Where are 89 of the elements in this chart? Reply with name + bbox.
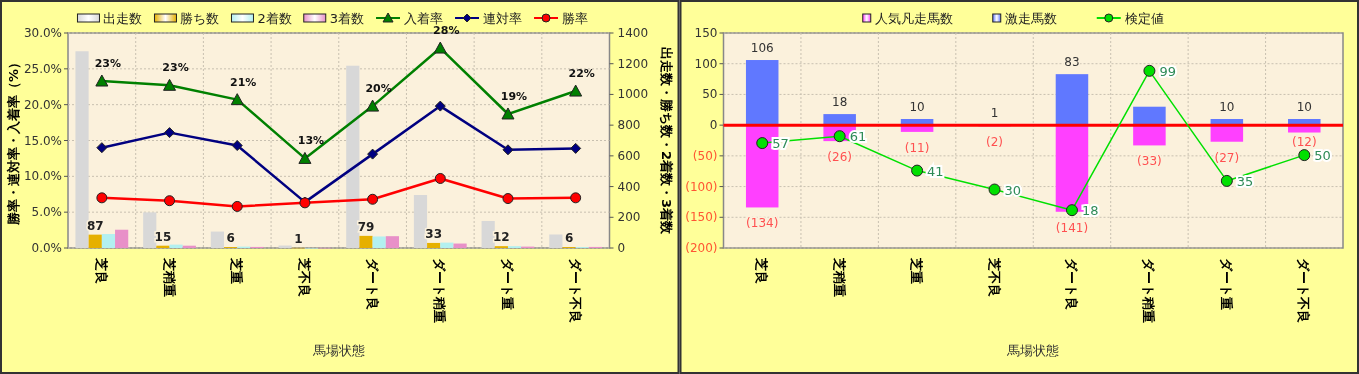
x-axis-title: 馬場状態 [1006,343,1060,358]
data-label: 79 [357,219,375,234]
data-label: 23% [94,57,122,71]
data-label: 10 [909,100,925,114]
y-tick-label: 100 [694,56,718,71]
data-label: 1 [294,231,303,246]
data-label: 15 [154,229,172,244]
y2-tick-label: 0 [617,241,626,255]
x-tick-label: 芝不良 [296,257,312,297]
data-label: 87 [86,218,104,233]
data-label: 35 [1236,173,1254,189]
data-label: 83 [1064,55,1080,70]
y-tick-label: (150) [685,210,718,225]
y-tick-label: 10.0% [23,169,62,184]
y-axis-title: 勝率・連対率・入着率（%） [6,55,21,227]
y2-tick-label: 200 [617,210,641,225]
data-label: 10 [1296,100,1312,114]
data-label: 33 [425,226,443,241]
x-tick-label: 芝不良 [986,257,1002,297]
data-label: 18 [1081,203,1099,219]
y2-tick-label: 1000 [617,87,649,102]
y-tick-label: 50 [702,87,718,102]
y-tick-label: 20.0% [23,97,62,112]
y-tick-label: 15.0% [23,133,62,148]
data-label: 30 [1004,182,1022,198]
legend-label: 勝率 [562,11,589,26]
y2-tick-label: 400 [617,179,641,194]
data-label: 22% [568,67,595,81]
x-tick-label: 芝稍重 [831,257,847,297]
y2-axis-title: 出走数・勝ち数・2着数・3着数 [658,46,674,236]
y2-tick-label: 800 [617,118,641,133]
x-tick-label: ダート稍重 [1141,258,1157,323]
data-label: 106 [750,41,774,56]
y-tick-label: (100) [685,179,718,194]
x-tick-label: ダート稍重 [432,258,448,323]
data-label: 21% [230,75,257,89]
data-label: 50 [1314,148,1331,164]
x-tick-label: 芝良 [93,257,109,284]
y2-tick-label: 1400 [617,26,649,40]
data-label: (134) [746,216,779,231]
x-tick-label: 芝稍重 [161,257,177,297]
y-tick-label: 30.0% [23,26,62,40]
legend-label: 3着数 [329,11,365,26]
legend-label: 勝ち数 [180,11,220,26]
y-tick-label: (50) [692,148,718,163]
legend-label: 検定値 [1124,11,1164,26]
x-tick-label: 芝重 [229,257,245,284]
legend-label: 連対率 [483,11,523,26]
x-tick-label: 芝良 [754,257,770,284]
data-label: 99 [1159,63,1176,79]
legend-label: 入着率 [404,11,444,26]
data-label: (2) [986,135,1004,150]
data-label: 12 [493,230,510,245]
data-label: (12) [1291,134,1317,149]
x-tick-label: ダート良 [1063,258,1079,310]
y2-tick-label: 1200 [617,56,649,71]
legend-label: 出走数 [103,11,143,26]
data-label: 19% [500,89,528,103]
data-label: 23% [162,61,189,75]
x-tick-label: ダート不良 [567,258,583,323]
data-label: (27) [1214,150,1240,165]
data-label: (26) [827,150,852,165]
data-label: 6 [564,231,574,246]
data-label: (33) [1137,154,1162,169]
x-tick-label: 芝重 [909,257,925,284]
data-label: (11) [904,140,930,155]
x-tick-label: ダート不良 [1296,258,1312,323]
data-label: 28% [433,24,460,38]
legend-label: 人気凡走馬数 [874,11,953,26]
y-tick-label: 0.0% [31,241,62,255]
legend-label: 激走馬数 [1004,11,1057,26]
x-tick-label: ダート良 [364,258,380,310]
x-tick-label: ダート重 [1218,258,1234,310]
legend-label: 2着数 [257,11,292,26]
y2-tick-label: 600 [617,148,641,163]
y-tick-label: 0 [709,118,718,133]
data-label: 13% [297,134,325,148]
y-tick-label: 5.0% [31,205,62,220]
y-tick-label: 25.0% [23,61,62,76]
y-tick-label: 150 [694,26,718,40]
y-tick-label: (200) [685,241,718,255]
x-tick-label: ダート重 [499,258,515,310]
data-label: 10 [1219,100,1235,114]
data-label: 18 [832,95,848,110]
data-label: 6 [226,231,235,246]
data-label: 20% [365,82,392,96]
data-label: 1 [990,105,999,120]
x-axis-title: 馬場状態 [311,343,365,358]
data-label: (141) [1055,220,1089,235]
